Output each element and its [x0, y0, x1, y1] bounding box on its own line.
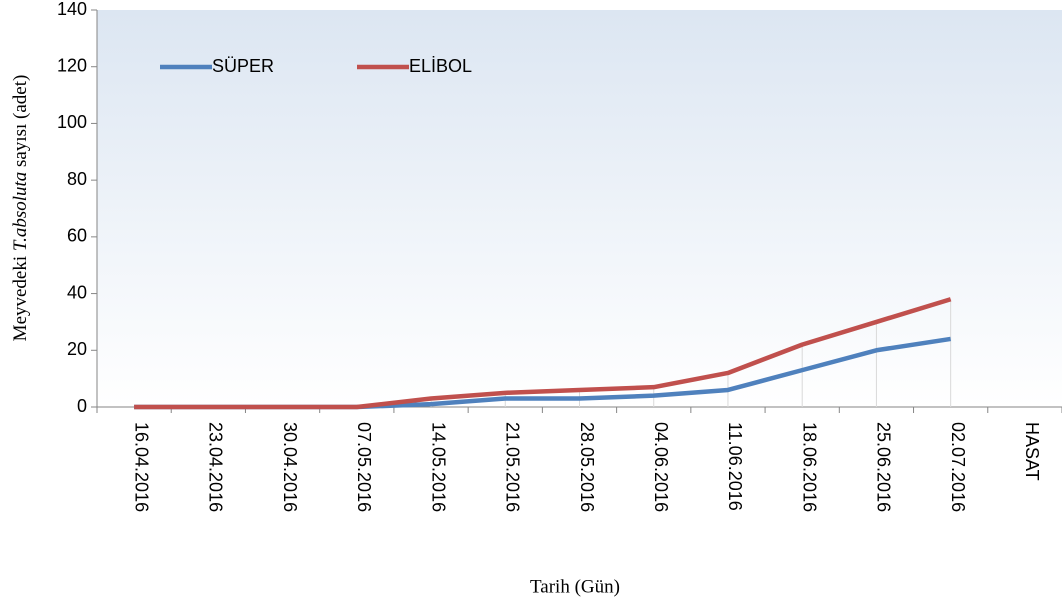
x-tick-label: 30.04.2016: [280, 422, 300, 512]
y-title-part: T.absoluta: [10, 172, 31, 251]
x-tick-label: 16.04.2016: [131, 422, 151, 512]
y-tick-label: 120: [57, 55, 87, 75]
legend-label: ELİBOL: [409, 56, 472, 76]
x-tick-label: 14.05.2016: [428, 422, 448, 512]
x-tick-label: 04.06.2016: [651, 422, 671, 512]
x-tick-label: 07.05.2016: [354, 422, 374, 512]
y-tick-label: 80: [67, 169, 87, 189]
x-axis-title: Tarih (Gün): [530, 576, 620, 597]
x-tick-label: HASAT: [1022, 422, 1042, 481]
y-tick-label: 140: [57, 0, 87, 19]
y-axis-title: Meyvedeki T.absoluta sayısı (adet): [10, 75, 31, 342]
x-tick-label: 18.06.2016: [799, 422, 819, 512]
x-tick-label: 11.06.2016: [725, 422, 745, 511]
plot-area: [97, 10, 1062, 407]
x-tick-label: 23.04.2016: [206, 422, 226, 512]
y-tick-label: 0: [77, 396, 87, 416]
y-title-part: Meyvedeki: [10, 251, 31, 341]
x-tick-label: 28.05.2016: [577, 422, 597, 512]
x-tick-label: 25.06.2016: [874, 422, 894, 512]
y-tick-label: 20: [67, 339, 87, 359]
y-title-part: sayısı (adet): [10, 75, 31, 172]
x-tick-label: 02.07.2016: [948, 422, 968, 512]
series-line: [134, 297, 952, 410]
y-tick-label: 40: [67, 282, 87, 302]
x-tick-label: 21.05.2016: [503, 422, 523, 512]
y-tick-label: 60: [67, 226, 87, 246]
y-tick-label: 100: [57, 112, 87, 132]
legend-label: SÜPER: [212, 56, 274, 76]
